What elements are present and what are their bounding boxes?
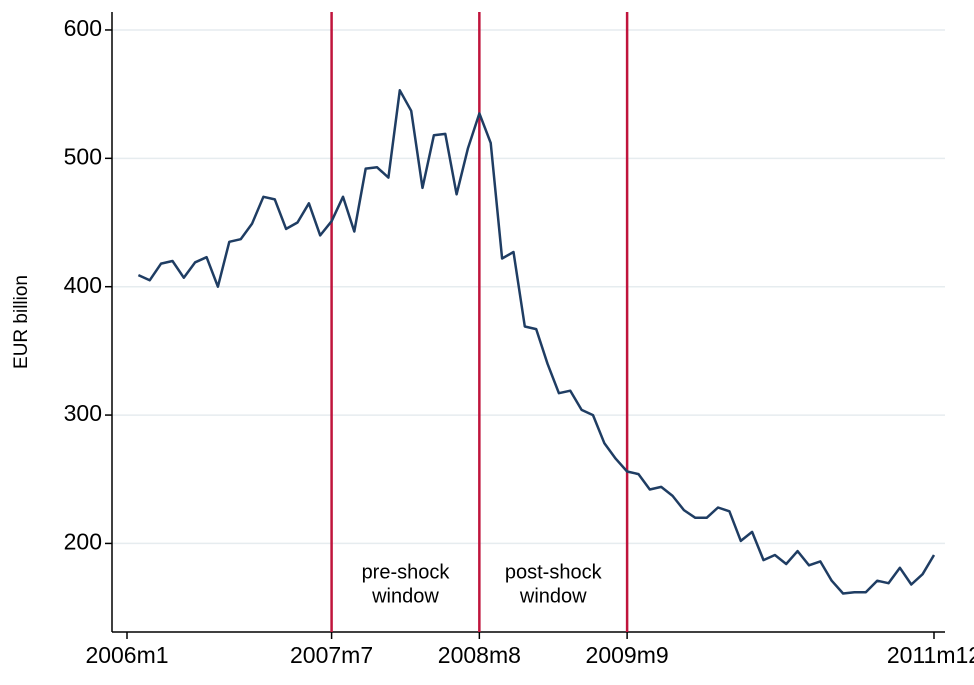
x-tick-label: 2007m7 (290, 642, 373, 668)
y-tick-label: 400 (64, 272, 102, 298)
x-tick-label: 2006m1 (85, 642, 168, 668)
annotation: window (519, 585, 587, 607)
x-tick-label: 2009m9 (586, 642, 669, 668)
y-tick-label: 200 (64, 529, 102, 555)
y-axis-label: EUR billion (11, 275, 32, 369)
annotation: pre-shock (362, 561, 451, 583)
data-line (137, 89, 936, 595)
y-tick-label: 600 (64, 15, 102, 41)
annotation: window (371, 585, 439, 607)
y-tick-label: 300 (64, 400, 102, 426)
annotation: post-shock (505, 561, 603, 583)
x-tick-label: 2011m12 (887, 642, 974, 668)
x-tick-label: 2008m8 (438, 642, 521, 668)
y-tick-label: 500 (64, 143, 102, 169)
